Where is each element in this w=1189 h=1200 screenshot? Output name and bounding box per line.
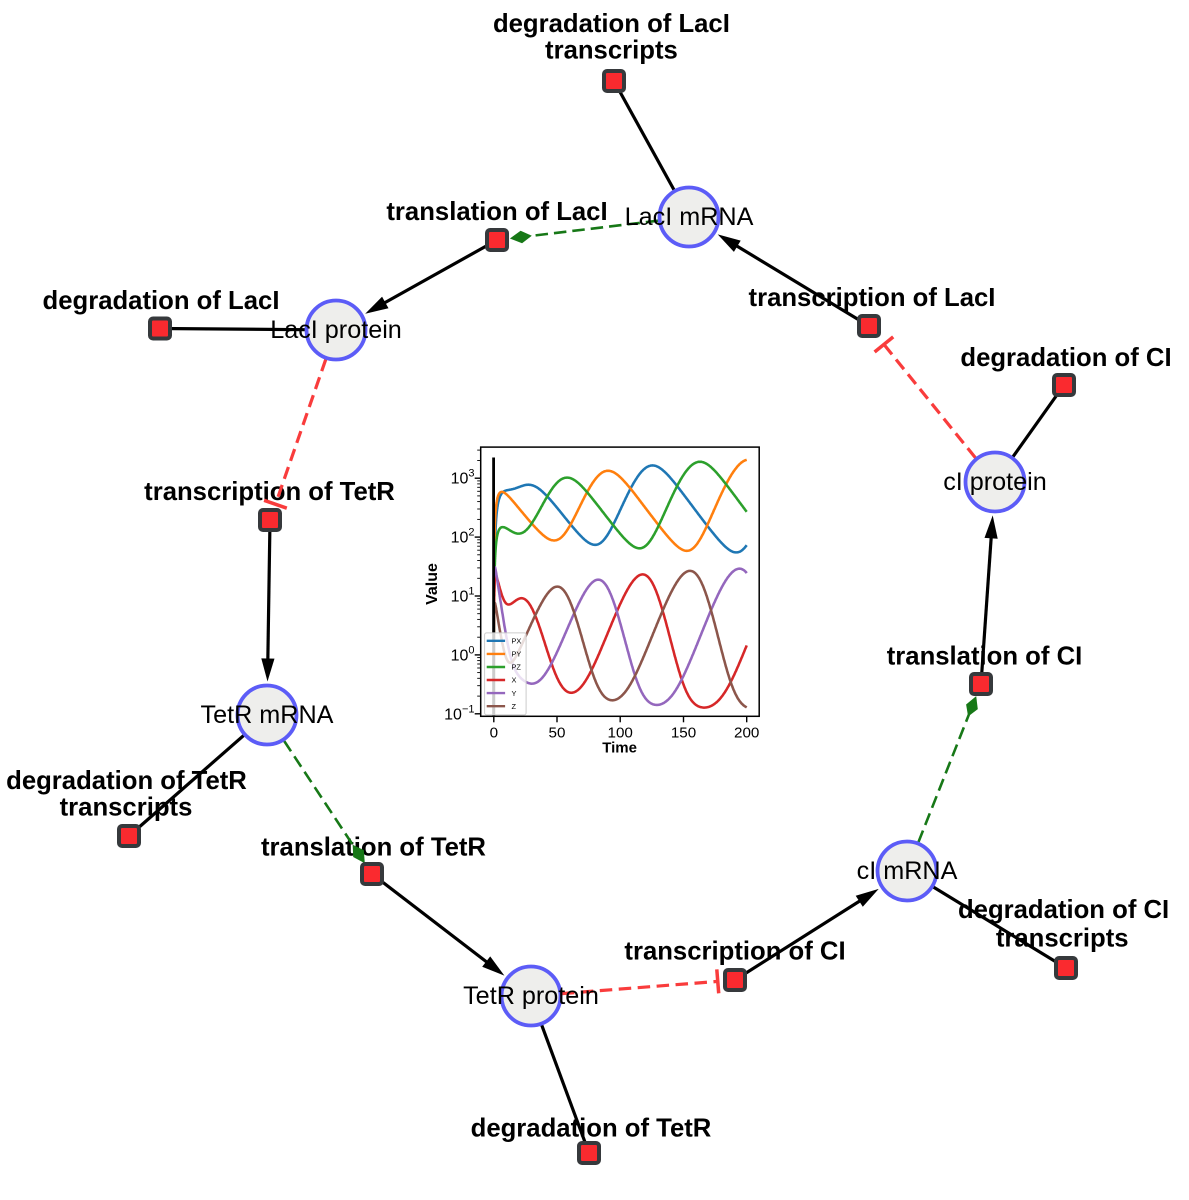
svg-text:degradation of LacI: degradation of LacI xyxy=(43,287,280,315)
svg-text:150: 150 xyxy=(671,725,696,742)
svg-text:LacI mRNA: LacI mRNA xyxy=(625,203,754,231)
svg-text:Value: Value xyxy=(424,563,441,605)
svg-text:PY: PY xyxy=(512,650,522,659)
svg-text:cI mRNA: cI mRNA xyxy=(857,857,958,885)
svg-text:TetR mRNA: TetR mRNA xyxy=(201,701,334,729)
svg-text:degradation of TetR: degradation of TetR xyxy=(471,1115,712,1143)
svg-text:transcription of LacI: transcription of LacI xyxy=(749,284,996,312)
svg-text:TetR protein: TetR protein xyxy=(463,982,599,1010)
svg-text:100: 100 xyxy=(608,725,633,742)
svg-text:200: 200 xyxy=(734,725,759,742)
svg-text:degradation of TetR: degradation of TetR xyxy=(6,767,247,795)
svg-text:translation of LacI: translation of LacI xyxy=(386,198,607,226)
svg-text:degradation of CI: degradation of CI xyxy=(960,344,1171,372)
svg-text:PZ: PZ xyxy=(512,663,522,672)
svg-text:Time: Time xyxy=(602,740,637,757)
svg-text:translation of TetR: translation of TetR xyxy=(261,834,486,862)
svg-text:transcripts: transcripts xyxy=(545,36,678,64)
svg-text:50: 50 xyxy=(549,725,566,742)
svg-text:X: X xyxy=(512,676,517,685)
svg-text:PX: PX xyxy=(512,637,522,646)
svg-text:Z: Z xyxy=(512,702,517,711)
svg-text:degradation of CI: degradation of CI xyxy=(958,896,1169,924)
svg-text:Y: Y xyxy=(512,689,517,698)
svg-text:degradation of LacI: degradation of LacI xyxy=(493,10,730,38)
svg-text:0: 0 xyxy=(490,725,498,742)
svg-text:transcription of CI: transcription of CI xyxy=(624,938,845,966)
svg-text:LacI protein: LacI protein xyxy=(270,316,402,344)
svg-text:cI protein: cI protein xyxy=(943,468,1047,496)
